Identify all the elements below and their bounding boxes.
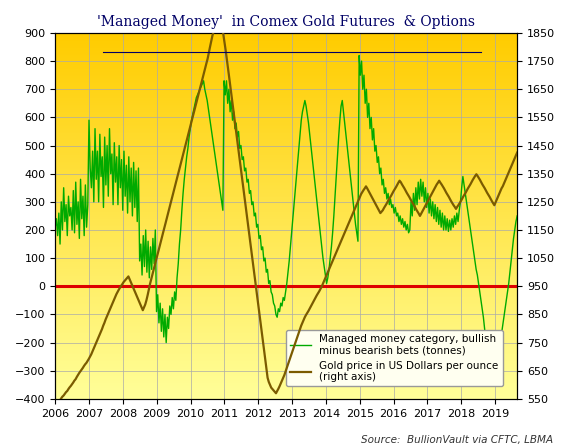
- Title: 'Managed Money'  in Comex Gold Futures  & Options: 'Managed Money' in Comex Gold Futures & …: [97, 15, 475, 29]
- Text: Source:  BullionVault via CFTC, LBMA: Source: BullionVault via CFTC, LBMA: [361, 435, 553, 445]
- Legend: Managed money category, bullish
minus bearish bets (tonnes), Gold price in US Do: Managed money category, bullish minus be…: [286, 329, 503, 386]
